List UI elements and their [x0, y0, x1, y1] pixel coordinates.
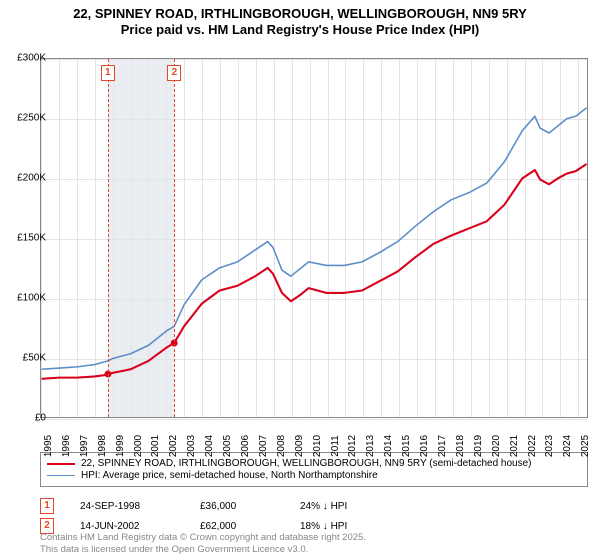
y-axis-label: £0	[35, 413, 46, 424]
title-block: 22, SPINNEY ROAD, IRTHLINGBOROUGH, WELLI…	[0, 0, 600, 43]
grid-line-h	[41, 419, 587, 420]
legend-box: 22, SPINNEY ROAD, IRTHLINGBOROUGH, WELLI…	[40, 452, 588, 487]
x-axis-label: 2010	[312, 435, 323, 457]
x-axis-label: 2002	[168, 435, 179, 457]
series-price_paid	[42, 164, 587, 379]
x-axis-label: 2011	[330, 435, 341, 457]
legend-label: HPI: Average price, semi-detached house,…	[81, 470, 378, 481]
x-axis-label: 2020	[491, 435, 502, 457]
chart-plot-area: 12	[40, 58, 588, 418]
x-axis-label: 2008	[276, 435, 287, 457]
title-line-2: Price paid vs. HM Land Registry's House …	[10, 22, 590, 38]
x-axis-label: 2003	[186, 435, 197, 457]
event-price: £62,000	[200, 521, 300, 532]
x-axis-label: 2004	[204, 435, 215, 457]
x-axis-label: 1996	[61, 435, 72, 457]
event-line	[108, 59, 109, 417]
x-axis-label: 2018	[455, 435, 466, 457]
footer-line-2: This data is licensed under the Open Gov…	[40, 544, 366, 556]
legend-swatch	[47, 475, 75, 476]
x-axis-label: 2005	[222, 435, 233, 457]
x-axis-label: 2014	[383, 435, 394, 457]
x-axis-label: 2006	[240, 435, 251, 457]
footer-line-1: Contains HM Land Registry data © Crown c…	[40, 532, 366, 544]
footer-attribution: Contains HM Land Registry data © Crown c…	[40, 532, 366, 556]
y-axis-label: £200K	[17, 173, 46, 184]
x-axis-label: 2013	[365, 435, 376, 457]
title-line-1: 22, SPINNEY ROAD, IRTHLINGBOROUGH, WELLI…	[10, 6, 590, 22]
y-axis-label: £250K	[17, 113, 46, 124]
event-marker: 1	[40, 498, 54, 514]
x-axis-label: 2024	[562, 435, 573, 457]
y-axis-label: £300K	[17, 53, 46, 64]
event-date: 14-JUN-2002	[80, 521, 200, 532]
event-line	[174, 59, 175, 417]
event-marker: 1	[101, 65, 115, 81]
y-axis-label: £100K	[17, 293, 46, 304]
x-axis-label: 2021	[509, 435, 520, 457]
chart-container: 22, SPINNEY ROAD, IRTHLINGBOROUGH, WELLI…	[0, 0, 600, 560]
x-axis-label: 2000	[133, 435, 144, 457]
y-axis-label: £50K	[23, 353, 46, 364]
legend-label: 22, SPINNEY ROAD, IRTHLINGBOROUGH, WELLI…	[81, 458, 532, 469]
x-axis-label: 1999	[115, 435, 126, 457]
x-axis-label: 2025	[580, 435, 591, 457]
event-price: £36,000	[200, 501, 300, 512]
series-hpi	[42, 108, 587, 369]
chart-svg	[41, 59, 587, 417]
legend-item: HPI: Average price, semi-detached house,…	[47, 470, 581, 481]
event-hpi-delta: 18% ↓ HPI	[300, 521, 400, 532]
x-axis-label: 2001	[150, 435, 161, 457]
x-axis-label: 2019	[473, 435, 484, 457]
x-axis-label: 1995	[43, 435, 54, 457]
legend-item: 22, SPINNEY ROAD, IRTHLINGBOROUGH, WELLI…	[47, 458, 581, 469]
event-hpi-delta: 24% ↓ HPI	[300, 501, 400, 512]
x-axis-label: 2009	[294, 435, 305, 457]
x-axis-label: 2023	[544, 435, 555, 457]
x-axis-label: 2007	[258, 435, 269, 457]
y-axis-label: £150K	[17, 233, 46, 244]
x-axis-label: 2016	[419, 435, 430, 457]
x-axis-label: 1997	[79, 435, 90, 457]
x-axis-label: 2017	[437, 435, 448, 457]
x-axis-label: 2015	[401, 435, 412, 457]
event-marker: 2	[167, 65, 181, 81]
x-axis-label: 2022	[527, 435, 538, 457]
legend-swatch	[47, 463, 75, 465]
x-axis-label: 1998	[97, 435, 108, 457]
x-axis-label: 2012	[347, 435, 358, 457]
event-row: 1 24-SEP-1998£36,00024% ↓ HPI	[40, 498, 400, 514]
event-date: 24-SEP-1998	[80, 501, 200, 512]
